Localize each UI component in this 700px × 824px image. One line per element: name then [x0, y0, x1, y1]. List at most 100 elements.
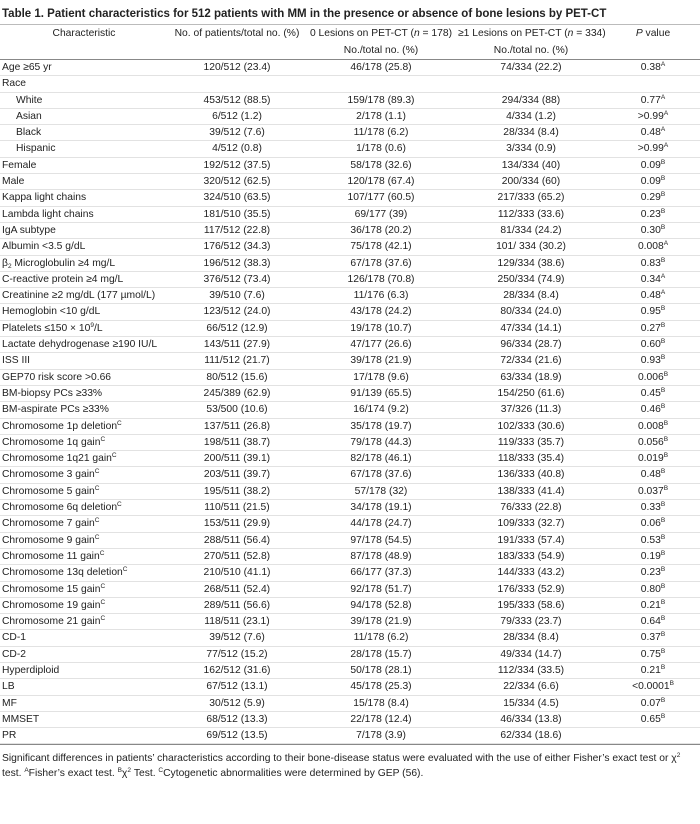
text: Chromosome 6q deletion — [2, 502, 118, 514]
cell-zero: 34/178 (19.1) — [306, 499, 456, 517]
sup: C — [111, 452, 117, 460]
text: Creatinine ≥2 mg/dL (177 µmol/L) — [2, 290, 156, 302]
table-row: Chromosome 11 gainC 270/511 (52.8) 87/178 … — [0, 548, 700, 566]
note: B — [660, 256, 666, 264]
table-row: Chromosome 19 gainC 289/511 (56.6) 94/178 … — [0, 597, 700, 615]
value: 57/178 (32) — [354, 485, 408, 497]
header-row: Characteristic No. of patients/total no. … — [0, 24, 700, 42]
characteristic: β2 Microglobulin ≥4 mg/L — [0, 255, 168, 272]
cell-ge1: 3/334 (0.9) — [456, 140, 606, 158]
value: 39/510 (7.6) — [209, 290, 265, 302]
value: 28/334 (8.4) — [503, 290, 559, 302]
cell-ge1: 80/334 (24.0) — [456, 303, 606, 321]
note: B — [660, 566, 666, 574]
sup: C — [94, 468, 100, 476]
table-row: Chromosome 3 gainC 203/511 (39.7) 67/178 (… — [0, 466, 700, 484]
value: 28/178 (15.7) — [350, 648, 412, 660]
cell-zero: 120/178 (67.4) — [306, 173, 456, 191]
cell-total: 376/512 (73.4) — [168, 271, 306, 289]
cell-total: 198/511 (38.7) — [168, 434, 306, 452]
note: B — [669, 680, 674, 688]
table-row: Male 320/512 (62.5) 120/178 (67.4) 200/334 … — [0, 173, 700, 191]
text: Chromosome 1p deletion — [2, 420, 118, 432]
note: A — [663, 109, 669, 117]
table-title: Table 1. Patient characteristics for 512… — [2, 8, 607, 20]
text: Age ≥65 yr — [2, 62, 52, 73]
cell-zero: 159/178 (89.3) — [306, 92, 456, 109]
sup: C — [100, 615, 106, 623]
cell-zero: 15/178 (8.4) — [306, 695, 456, 712]
cell-total: 162/512 (31.6) — [168, 662, 306, 680]
value: 210/510 (41.1) — [203, 567, 271, 579]
cell-total: 192/512 (37.5) — [168, 157, 306, 175]
table-row: Race — [0, 75, 700, 93]
cell-zero: 58/178 (32.6) — [306, 157, 456, 175]
value: 195/333 (58.6) — [497, 599, 565, 611]
cell-ge1: 250/334 (74.9) — [456, 271, 606, 289]
value: 53/500 (10.6) — [206, 404, 268, 416]
characteristic: Platelets ≤150 × 109/L — [0, 320, 168, 338]
blank — [168, 42, 306, 60]
cell-zero: 36/178 (20.2) — [306, 222, 456, 240]
text: Chromosome 11 gain — [2, 550, 100, 562]
cell-zero: 50/178 (28.1) — [306, 662, 456, 680]
cell-total: 176/512 (34.3) — [168, 238, 306, 256]
cell-ge1: 119/333 (35.7) — [456, 434, 606, 452]
text: Test. — [130, 768, 159, 780]
cell-zero: 22/178 (12.4) — [306, 711, 456, 729]
column-header: P value — [606, 24, 700, 42]
note: B — [660, 533, 666, 541]
value: 320/512 (62.5) — [203, 176, 271, 188]
cell-zero: 126/178 (70.8) — [306, 271, 456, 289]
text: test. — [2, 768, 25, 780]
value: 270/511 (52.8) — [203, 550, 271, 562]
cell-ge1: 176/333 (52.9) — [456, 581, 606, 598]
sup: C — [100, 435, 106, 443]
text: MMSET — [2, 713, 40, 725]
cell-total: 67/512 (13.1) — [168, 678, 306, 696]
characteristic: PR — [0, 727, 168, 745]
note: B — [660, 549, 666, 557]
value: 198/511 (38.7) — [203, 436, 271, 448]
value: 0.19 — [640, 550, 661, 562]
value: 0.38 — [640, 62, 661, 73]
sup: C — [94, 517, 100, 525]
cell-zero: 79/178 (44.3) — [306, 434, 456, 452]
value: 0.056 — [637, 436, 664, 448]
cell-ge1 — [456, 75, 606, 93]
value: 82/178 (46.1) — [350, 453, 412, 465]
p-value: 0.019B — [606, 450, 700, 468]
value: 94/178 (52.8) — [350, 599, 412, 611]
column-header: Characteristic — [0, 24, 168, 42]
table-row: PR 69/512 (13.5) 7/178 (3.9) 62/334 (18.6) — [0, 727, 700, 745]
cell-ge1: 37/326 (11.3) — [456, 401, 606, 419]
value: 0.09 — [640, 159, 661, 171]
value: 0.008 — [637, 420, 664, 432]
p-value: 0.48A — [606, 124, 700, 142]
value: 92/178 (51.7) — [350, 583, 412, 595]
text: GEP70 risk score >0.66 — [2, 371, 112, 383]
cell-zero: 45/178 (25.3) — [306, 678, 456, 696]
table-row: Albumin <3.5 g/dL 176/512 (34.3) 75/178 (4… — [0, 238, 700, 256]
value: 162/512 (31.6) — [203, 664, 271, 676]
p-value: 0.46B — [606, 401, 700, 419]
value: 15/334 (4.5) — [503, 697, 559, 709]
text: C-reactive protein ≥4 mg/L — [2, 273, 124, 285]
value: 39/512 (7.6) — [209, 632, 265, 644]
cell-zero: 35/178 (19.7) — [306, 418, 456, 435]
p-value: 0.008B — [606, 418, 700, 435]
p-value: 0.09B — [606, 173, 700, 191]
value: 79/333 (23.7) — [500, 616, 562, 628]
value: 134/334 (40) — [501, 159, 561, 171]
value: >0.99 — [637, 143, 664, 155]
cell-zero: 87/178 (48.9) — [306, 548, 456, 566]
characteristic: BM-biopsy PCs ≥33% — [0, 385, 168, 403]
note: A — [660, 93, 666, 101]
text: Chromosome 21 gain — [2, 616, 101, 628]
cell-ge1: 4/334 (1.2) — [456, 108, 606, 126]
note: B — [660, 712, 666, 720]
p-value: 0.45B — [606, 385, 700, 403]
value: 153/511 (29.9) — [203, 518, 271, 530]
value: 191/333 (57.4) — [497, 534, 565, 546]
text: Male — [2, 176, 25, 188]
